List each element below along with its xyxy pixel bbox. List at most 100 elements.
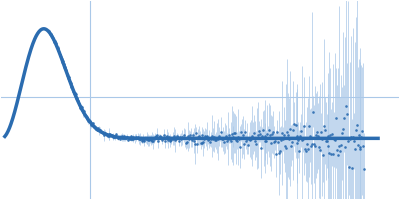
Point — [256, 132, 263, 135]
Point — [352, 129, 359, 132]
Point — [322, 129, 328, 132]
Point — [313, 134, 319, 137]
Point — [160, 133, 167, 136]
Point — [126, 136, 132, 139]
Point — [290, 122, 297, 126]
Point — [168, 138, 175, 142]
Point — [246, 138, 252, 141]
Point — [286, 127, 293, 130]
Point — [361, 168, 368, 171]
Point — [227, 139, 234, 142]
Point — [56, 50, 62, 53]
Point — [322, 139, 329, 142]
Point — [134, 136, 140, 139]
Point — [216, 135, 222, 138]
Point — [281, 133, 287, 137]
Point — [96, 129, 102, 132]
Point — [86, 120, 92, 123]
Point — [354, 123, 360, 127]
Point — [291, 137, 298, 140]
Point — [124, 136, 130, 139]
Point — [277, 149, 283, 152]
Point — [284, 130, 290, 133]
Point — [149, 139, 155, 143]
Point — [269, 133, 276, 136]
Point — [143, 136, 150, 139]
Point — [155, 140, 161, 143]
Point — [332, 138, 338, 141]
Point — [326, 151, 333, 154]
Point — [268, 141, 274, 145]
Point — [78, 106, 84, 109]
Point — [316, 148, 323, 151]
Point — [175, 135, 182, 139]
Point — [279, 131, 285, 135]
Point — [66, 79, 72, 82]
Point — [282, 145, 288, 148]
Point — [252, 142, 259, 145]
Point — [341, 117, 347, 120]
Point — [122, 137, 128, 140]
Point — [316, 146, 322, 149]
Point — [183, 141, 189, 145]
Point — [276, 151, 282, 154]
Point — [192, 131, 199, 134]
Point — [177, 135, 183, 138]
Point — [75, 100, 82, 103]
Point — [197, 142, 204, 145]
Point — [123, 135, 130, 138]
Point — [79, 108, 86, 112]
Point — [173, 137, 180, 140]
Point — [306, 125, 312, 128]
Point — [214, 137, 220, 140]
Point — [309, 142, 315, 146]
Point — [260, 136, 267, 140]
Point — [352, 147, 358, 150]
Point — [329, 132, 336, 136]
Point — [320, 153, 326, 157]
Point — [116, 135, 122, 138]
Point — [288, 140, 295, 143]
Point — [87, 119, 93, 122]
Point — [139, 139, 146, 143]
Point — [206, 137, 212, 141]
Point — [91, 126, 97, 129]
Point — [288, 144, 294, 147]
Point — [171, 135, 178, 138]
Point — [263, 140, 270, 143]
Point — [344, 112, 350, 116]
Point — [186, 137, 192, 141]
Point — [254, 133, 261, 136]
Point — [113, 134, 120, 138]
Point — [202, 134, 208, 137]
Point — [337, 150, 343, 153]
Point — [119, 134, 126, 138]
Point — [110, 135, 116, 138]
Point — [222, 137, 228, 140]
Point — [189, 139, 195, 142]
Point — [343, 105, 349, 108]
Point — [54, 46, 61, 49]
Point — [132, 137, 138, 140]
Point — [148, 137, 154, 140]
Point — [310, 110, 316, 113]
Point — [53, 44, 60, 47]
Point — [215, 137, 221, 141]
Point — [297, 135, 304, 138]
Point — [51, 40, 57, 44]
Point — [236, 137, 242, 141]
Point — [232, 132, 239, 135]
Point — [52, 41, 59, 44]
Point — [137, 137, 144, 141]
Point — [106, 132, 112, 136]
Point — [240, 133, 246, 136]
Point — [60, 60, 66, 63]
Point — [174, 135, 180, 138]
Point — [125, 138, 131, 141]
Point — [220, 138, 226, 141]
Point — [165, 136, 172, 139]
Point — [120, 136, 126, 139]
Point — [83, 114, 89, 118]
Point — [123, 136, 129, 139]
Point — [172, 139, 178, 142]
